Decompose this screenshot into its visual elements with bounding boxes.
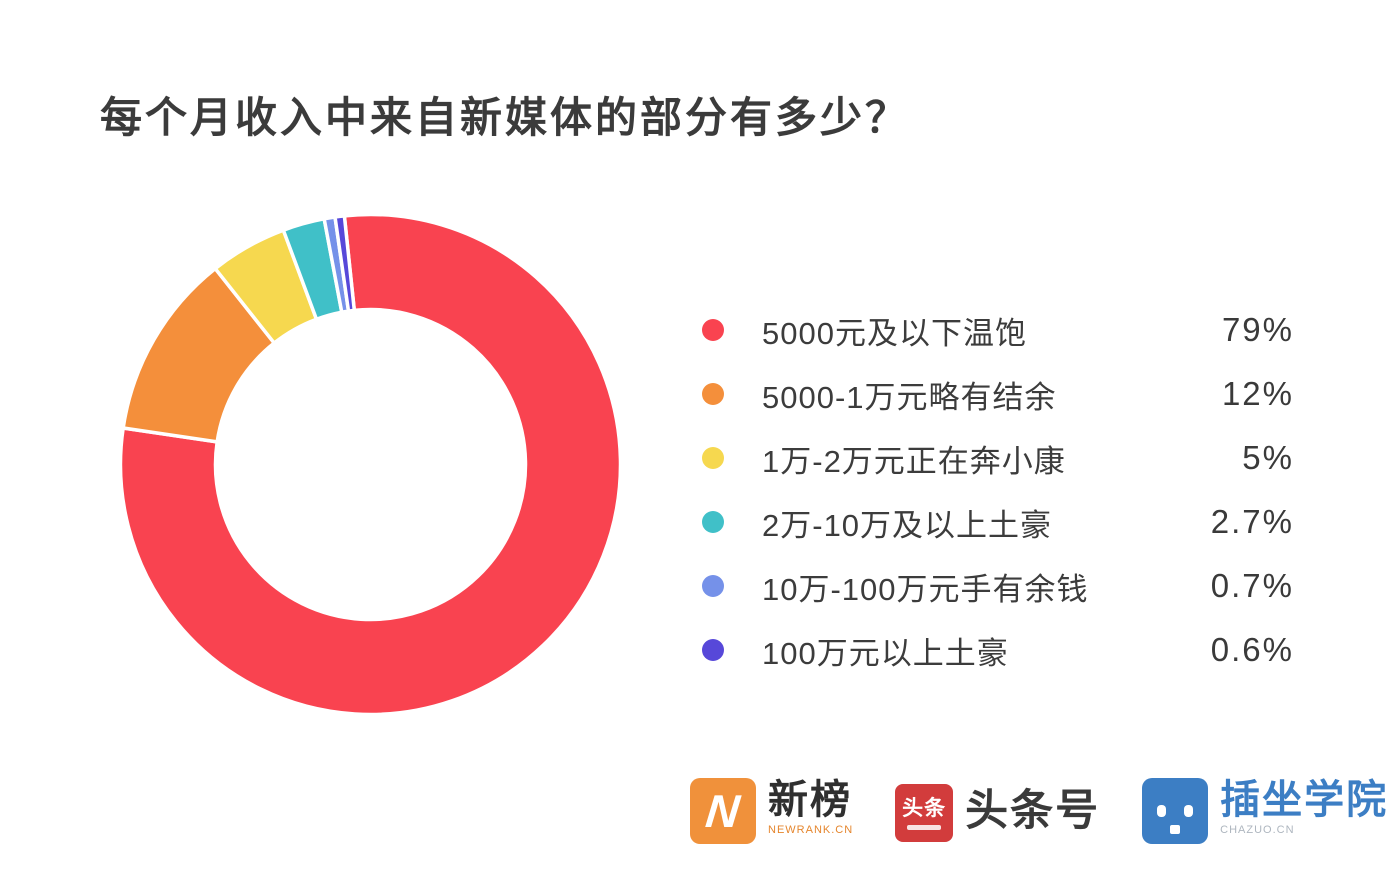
legend-value: 12%	[1221, 375, 1294, 412]
chazuo-logo-icon	[1142, 778, 1209, 844]
legend-item: 5000元及以下温饱 79%	[702, 298, 1294, 362]
newrank-url-text: NEWRANK.CN	[768, 824, 854, 836]
donut-chart	[118, 212, 623, 717]
toutiao-logo-glyph: 头条	[902, 796, 947, 820]
chazuo-face-eye	[1157, 805, 1167, 817]
legend-item: 5000-1万元略有结余 12%	[702, 362, 1294, 426]
legend-value: 2.7%	[1210, 503, 1294, 540]
chazuo-face-mouth	[1170, 825, 1181, 834]
legend-label: 2万-10万及以上土豪	[762, 507, 1053, 543]
legend-value: 0.6%	[1210, 631, 1294, 668]
brand-newrank: N 新榜 NEWRANK.CN	[690, 778, 853, 844]
legend-value: 79%	[1221, 311, 1294, 348]
toutiao-logo-icon: 头条	[895, 784, 954, 842]
legend-label: 5000元及以下温饱	[762, 315, 1027, 351]
chazuo-face-eye	[1184, 805, 1194, 817]
legend-item: 1万-2万元正在奔小康 5%	[702, 426, 1294, 490]
legend-item: 10万-100万元手有余钱 0.7%	[702, 554, 1294, 618]
brand-chazuo: 插坐学院 CHAZUO.CN	[1142, 778, 1388, 844]
newrank-n-glyph: N	[703, 785, 743, 837]
legend-dot	[702, 383, 724, 405]
footer-logos: N 新榜 NEWRANK.CN 头条 头条号 插坐学院	[690, 778, 1388, 844]
legend-item: 100万元以上土豪 0.6%	[702, 618, 1294, 682]
legend-label: 1万-2万元正在奔小康	[762, 443, 1066, 479]
legend-label: 100万元以上土豪	[762, 635, 1009, 671]
newrank-logo-icon: N	[690, 778, 756, 844]
legend-dot	[702, 639, 724, 661]
brand-toutiao: 头条 头条号	[895, 778, 1100, 844]
legend-dot	[702, 511, 724, 533]
page-title: 每个月收入中来自新媒体的部分有多少？	[100, 94, 911, 141]
legend-item: 2万-10万及以上土豪 2.7%	[702, 490, 1294, 554]
donut-slice	[118, 212, 623, 717]
chart-legend: 5000元及以下温饱 79% 5000-1万元略有结余 12% 1万-2万元正在…	[702, 298, 1294, 682]
legend-value: 5%	[1242, 439, 1294, 476]
legend-dot	[702, 447, 724, 469]
legend-label: 5000-1万元略有结余	[762, 379, 1057, 415]
chazuo-url-text: CHAZUO.CN	[1220, 824, 1295, 836]
toutiao-logo-bar	[907, 824, 942, 830]
legend-dot	[702, 319, 724, 341]
legend-dot	[702, 575, 724, 597]
toutiao-brand-name: 头条号	[965, 787, 1101, 835]
donut-chart-svg	[118, 212, 623, 717]
chazuo-brand-name: 插坐学院	[1220, 778, 1389, 822]
legend-value: 0.7%	[1210, 567, 1294, 604]
donut-slice	[333, 213, 357, 314]
legend-label: 10万-100万元手有余钱	[762, 571, 1089, 607]
newrank-brand-name: 新榜	[768, 778, 852, 822]
